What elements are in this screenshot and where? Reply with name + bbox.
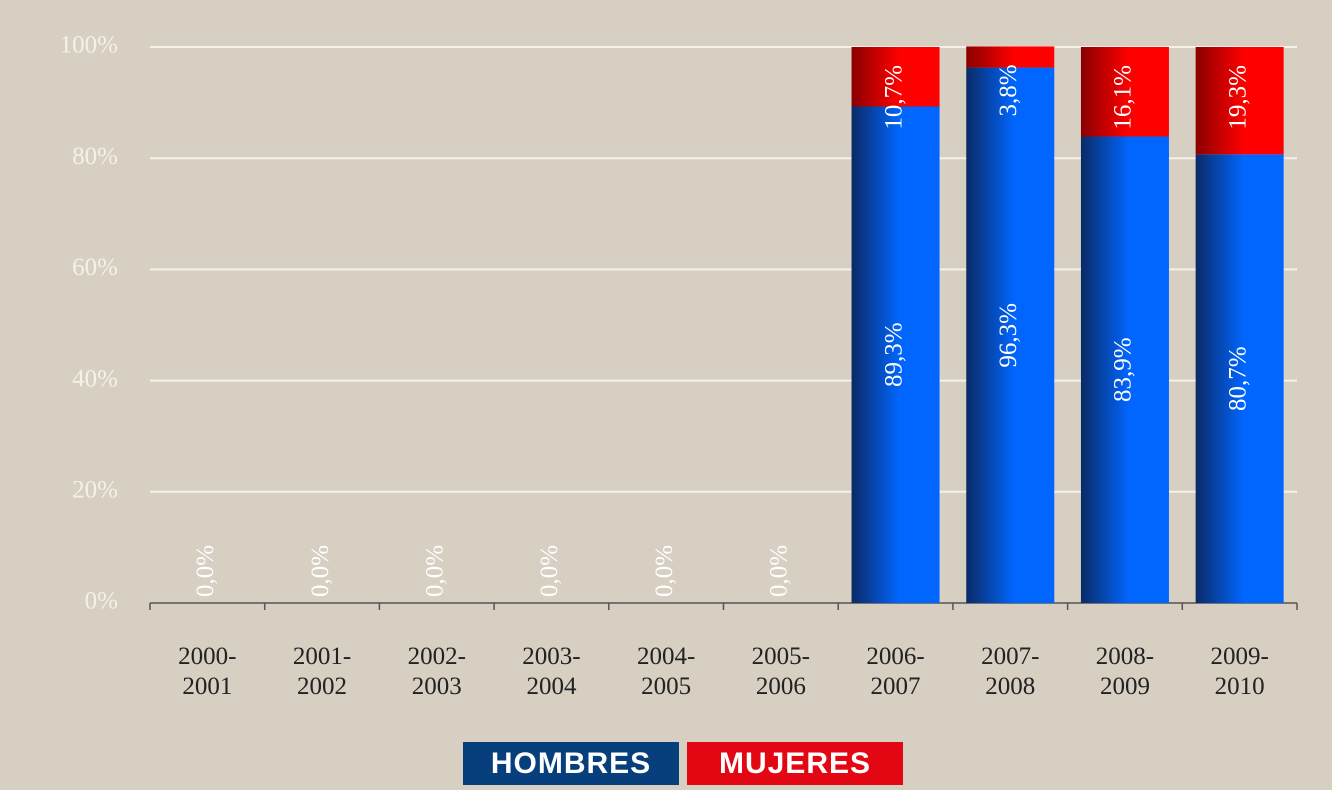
- value-label: 89,3%: [880, 322, 907, 387]
- value-label: 19,3%: [1224, 65, 1251, 130]
- y-tick-label: 20%: [72, 477, 118, 504]
- x-tick-label: 2006-2007: [866, 643, 925, 700]
- x-tick-label: 2007-2008: [981, 643, 1040, 700]
- value-label: 3,8%: [995, 64, 1022, 116]
- x-tick-label: 2003-2004: [522, 643, 581, 700]
- value-label: 0,0%: [307, 545, 334, 597]
- bar-segment: [851, 106, 940, 603]
- y-tick-label: 60%: [72, 254, 118, 281]
- x-tick-label: 2002-2003: [407, 643, 466, 700]
- x-tick-label: 2009-2010: [1210, 643, 1269, 700]
- bar-segment: [966, 67, 1055, 603]
- value-label: 0,0%: [651, 545, 678, 597]
- bar-segment: [1080, 136, 1169, 604]
- x-tick-label: 2000-2001: [178, 643, 237, 700]
- legend-entry: MUJERES: [687, 742, 903, 785]
- y-tick-label: 40%: [72, 365, 118, 392]
- bar-segment: [1195, 154, 1284, 604]
- value-label: 83,9%: [1110, 337, 1137, 402]
- legend-entry: HOMBRES: [463, 742, 679, 785]
- x-tick-label: 2005-2006: [751, 643, 810, 700]
- bar-segment: [851, 47, 940, 107]
- x-tick-label: 2004-2005: [636, 643, 696, 700]
- value-label: 0,0%: [421, 545, 448, 597]
- value-label: 10,7%: [880, 65, 907, 130]
- bar-segment: [1195, 47, 1284, 155]
- y-tick-label: 100%: [60, 32, 118, 59]
- y-tick-label: 0%: [85, 588, 118, 615]
- value-label: 96,3%: [995, 303, 1022, 368]
- value-label: 0,0%: [536, 545, 563, 597]
- value-label: 0,0%: [766, 545, 793, 597]
- bar-segment: [966, 46, 1055, 68]
- bar-segment: [1080, 47, 1169, 137]
- value-label: 80,7%: [1224, 346, 1251, 411]
- x-tick-label: 2001-2002: [292, 643, 352, 700]
- y-tick-label: 80%: [72, 143, 118, 170]
- x-tick-label: 2008-2009: [1095, 643, 1155, 700]
- value-label: 0,0%: [192, 545, 219, 597]
- value-label: 16,1%: [1110, 65, 1137, 130]
